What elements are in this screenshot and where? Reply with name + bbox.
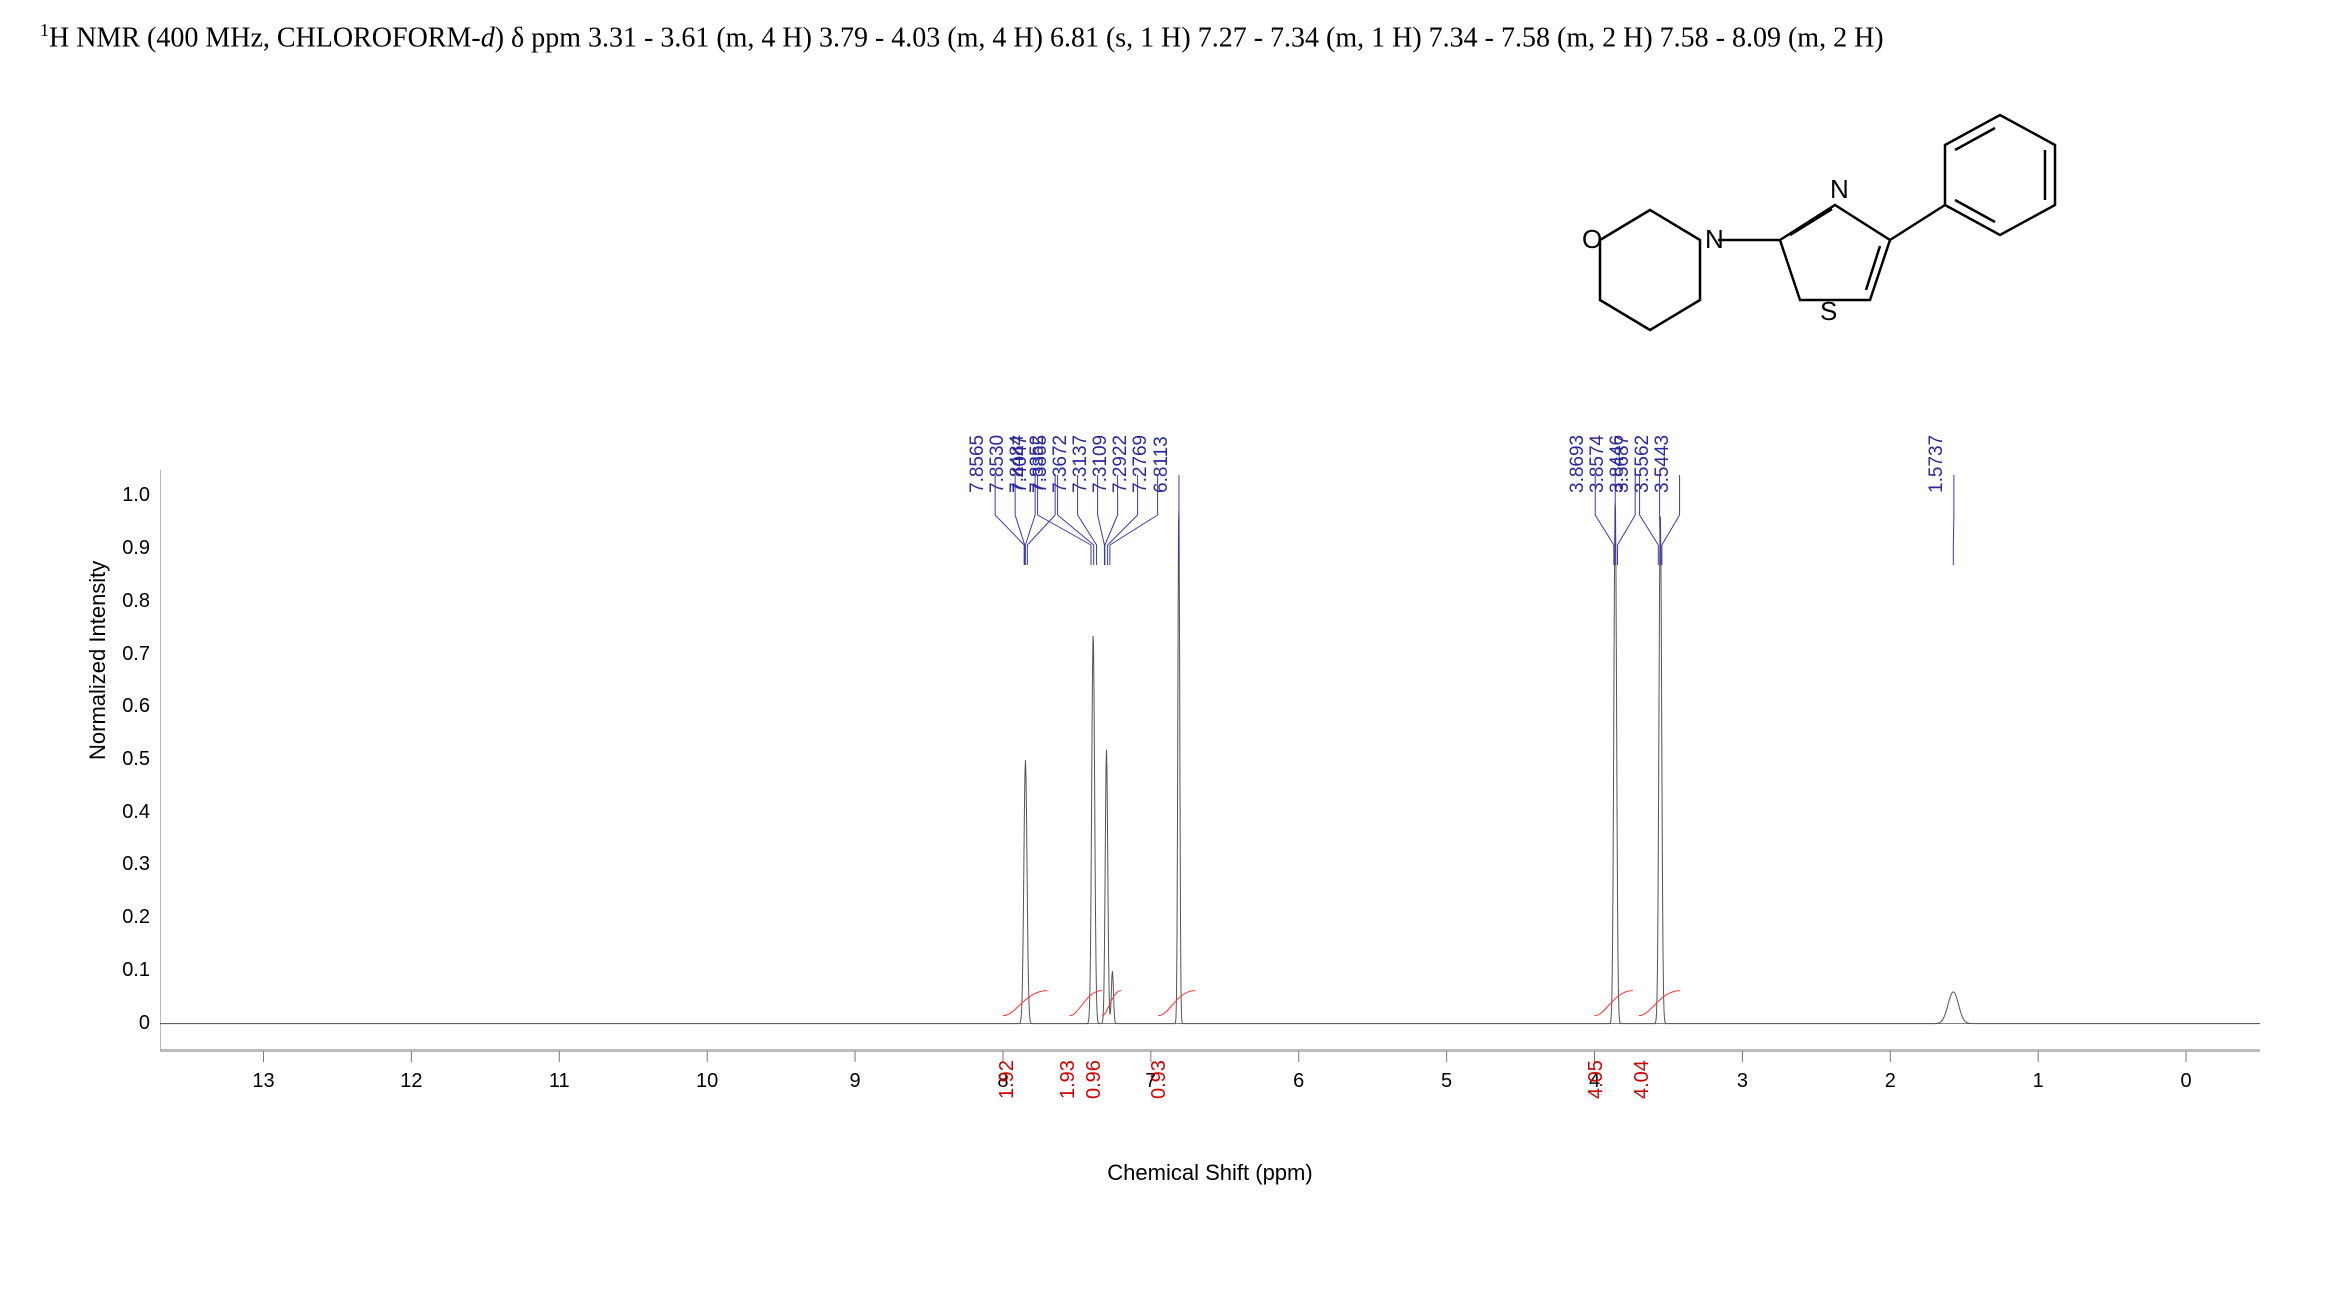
atom-N2: N: [1830, 174, 1849, 204]
y-tick-label: 0.1: [90, 959, 150, 982]
peak-label: 7.8530: [987, 435, 1009, 493]
integral-label: 1.92: [996, 1060, 1019, 1099]
caption-pre: H NMR (400 MHz, CHLOROFORM-: [49, 22, 481, 53]
atom-O: O: [1582, 224, 1602, 254]
peak-label: 7.2922: [1110, 435, 1132, 493]
peak-label: 1.5737: [1926, 435, 1948, 493]
molecule-structure: O N N S: [1540, 90, 2140, 350]
caption-italic: d: [481, 22, 495, 53]
peak-label: 3.5687: [1612, 435, 1634, 493]
y-tick-label: 0.7: [90, 643, 150, 666]
peak-label: 7.3865: [1030, 435, 1052, 493]
caption-rest: ) δ ppm 3.31 - 3.61 (m, 4 H) 3.79 - 4.03…: [495, 22, 1884, 53]
peak-label: 3.5443: [1652, 435, 1674, 493]
peak-label: 7.3109: [1090, 435, 1112, 493]
peak-label: 7.3137: [1070, 435, 1092, 493]
y-tick-label: 0.5: [90, 748, 150, 771]
peak-label: 6.8113: [1151, 436, 1173, 493]
integral-label: 0.96: [1083, 1060, 1106, 1099]
y-tick-label: 0.9: [90, 537, 150, 560]
integral-label: 4.05: [1585, 1060, 1608, 1099]
y-tick-label: 0.6: [90, 695, 150, 718]
nmr-caption: 1H NMR (400 MHz, CHLOROFORM-d) δ ppm 3.3…: [40, 18, 2300, 58]
nmr-spectrum: [160, 470, 2260, 1050]
x-axis-title: Chemical Shift (ppm): [160, 1160, 2260, 1186]
caption-sup: 1: [40, 20, 49, 40]
peak-label: 3.8693: [1567, 435, 1589, 493]
integral-label: 0.93: [1148, 1060, 1171, 1099]
integral-label: 4.04: [1631, 1060, 1654, 1099]
peak-label: 3.5562: [1632, 435, 1654, 493]
y-tick-label: 0: [90, 1012, 150, 1035]
peak-label: 7.8565: [967, 435, 989, 493]
y-tick-label: 0.4: [90, 801, 150, 824]
atom-S: S: [1820, 296, 1837, 326]
y-tick-label: 0.2: [90, 906, 150, 929]
y-tick-label: 1.0: [90, 484, 150, 507]
peak-label: 3.8574: [1587, 435, 1609, 493]
peak-label: 7.3672: [1050, 435, 1072, 493]
y-tick-label: 0.8: [90, 590, 150, 613]
peak-label: 7.4047: [1010, 435, 1032, 493]
y-tick-label: 0.3: [90, 853, 150, 876]
integral-label: 1.93: [1057, 1060, 1080, 1099]
peak-label: 7.2769: [1130, 435, 1152, 493]
